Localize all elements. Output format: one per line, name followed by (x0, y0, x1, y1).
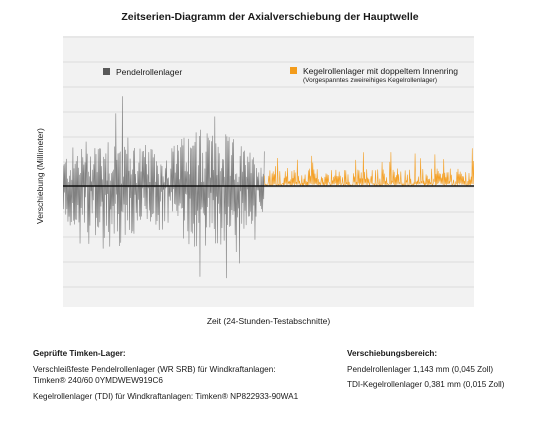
x-axis-label: Zeit (24-Stunden-Testabschnitte) (206, 316, 331, 326)
chart-plot: Pendelrollenlager Kegelrollenlager mit do… (63, 36, 474, 307)
series-line-1 (63, 96, 265, 279)
tested-bearings-line2: Timken® 240/60 0YMDWEW919C6 (33, 376, 163, 385)
displacement-range-line1: Pendelrollenlager 1,143 mm (0,045 Zoll) (347, 364, 494, 374)
tested-bearings-info: Geprüfte Timken-Lager: Verschleißfeste P… (33, 348, 323, 402)
legend-label-kegelrollenlager: Kegelrollenlager mit doppeltem Innenring (303, 66, 458, 76)
legend-note-kegelrollenlager: (Vorgespanntes zweireihiges Kegelrollenl… (303, 77, 437, 84)
tested-bearings-line3: Kegelrollenlager (TDI) für Windkraftanla… (33, 391, 299, 401)
displacement-range-heading: Verschiebungsbereich: (347, 349, 438, 358)
chart-title: Zeitserien-Diagramm der Axialverschiebun… (121, 11, 419, 23)
series-line-2 (264, 148, 474, 188)
legend-swatch-pendelrollenlager (103, 68, 110, 75)
displacement-range-line2: TDI-Kegelrollenlager 0,381 mm (0,015 Zol… (347, 380, 505, 389)
legend-swatch-kegelrollenlager (290, 67, 297, 74)
tested-bearings-heading: Geprüfte Timken-Lager: (33, 349, 126, 358)
y-axis-label: Verschiebung (Millimeter) (35, 128, 45, 224)
legend-label-pendelrollenlager: Pendelrollenlager (116, 67, 182, 77)
tested-bearings-line1: Verschleißfeste Pendelrollenlager (WR SR… (33, 364, 276, 374)
displacement-range-info: Verschiebungsbereich: Pendelrollenlager … (347, 348, 532, 391)
